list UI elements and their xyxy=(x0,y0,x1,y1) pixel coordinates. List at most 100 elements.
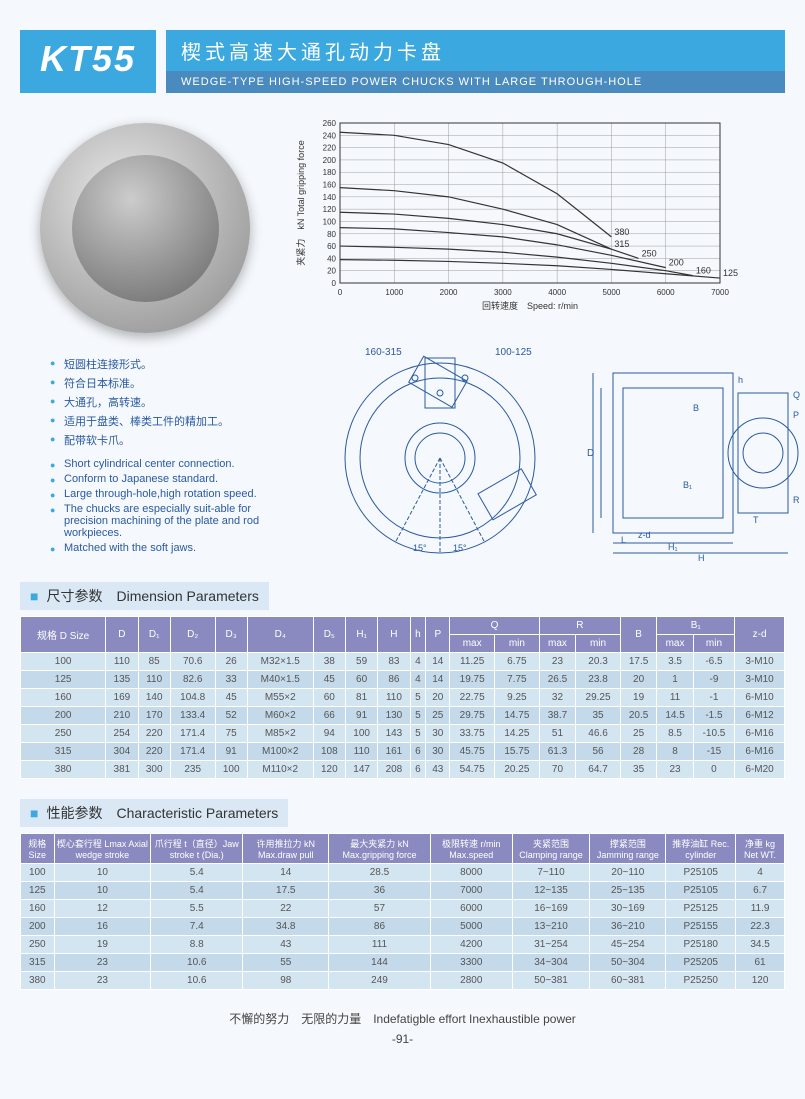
table-row: 160125.52257600016~16930~169P2512511.9 xyxy=(21,900,785,918)
svg-text:0: 0 xyxy=(338,288,343,297)
svg-text:H₁: H₁ xyxy=(668,542,678,552)
table-header: min xyxy=(693,635,734,653)
characteristic-table: 规格 Size楔心套行程 Lmax Axial wedge stroke爪行程 … xyxy=(20,833,785,990)
svg-text:z-d: z-d xyxy=(638,530,651,540)
svg-text:200: 200 xyxy=(669,258,684,268)
svg-text:0: 0 xyxy=(332,279,337,288)
table-row: 380381300235100M110×212014720864354.7520… xyxy=(21,761,785,779)
table-header: 推荐油缸 Rec. cylinder xyxy=(666,834,736,864)
table-header: min xyxy=(495,635,540,653)
table-header: max xyxy=(450,635,495,653)
svg-text:7000: 7000 xyxy=(711,288,729,297)
table-row: 250254220171.475M85×29410014353033.7514.… xyxy=(21,725,785,743)
table-header: 撑紧范围 Jamming range xyxy=(590,834,666,864)
feature-item: The chucks are especially suit-able for … xyxy=(50,503,290,539)
svg-text:H: H xyxy=(698,553,705,563)
table-header: B₁ xyxy=(657,617,735,635)
svg-text:2000: 2000 xyxy=(440,288,458,297)
dimension-table: 规格 D SizeDD₁D₂D₃D₄D₅H₁HhPQRBB₁z-dmaxminm… xyxy=(20,616,785,779)
diagram-label-left: 160-315 xyxy=(365,347,402,358)
table-header: B xyxy=(620,617,656,653)
svg-text:80: 80 xyxy=(327,230,336,239)
title-box: 楔式高速大通孔动力卡盘 WEDGE-TYPE HIGH-SPEED POWER … xyxy=(166,30,785,93)
feature-item: 配带软卡爪。 xyxy=(50,432,290,448)
svg-text:250: 250 xyxy=(642,248,657,258)
table-header: 规格 Size xyxy=(21,834,55,864)
svg-text:P: P xyxy=(793,410,799,420)
svg-text:B: B xyxy=(693,403,699,413)
feature-item: 短圆柱连接形式。 xyxy=(50,356,290,372)
svg-text:15°: 15° xyxy=(453,543,467,553)
table-header: D₁ xyxy=(138,617,170,653)
product-image xyxy=(40,123,250,333)
svg-text:315: 315 xyxy=(614,239,629,249)
svg-text:4000: 4000 xyxy=(548,288,566,297)
svg-text:夹紧力 kN Total gripping force: 夹紧力 kN Total gripping force xyxy=(295,140,306,265)
svg-text:60: 60 xyxy=(327,242,336,251)
svg-text:D: D xyxy=(587,448,594,459)
table-header: H xyxy=(378,617,410,653)
table-header: h xyxy=(410,617,426,653)
table-row: 3802310.698249280050~38160~381P25250120 xyxy=(21,972,785,990)
svg-text:380: 380 xyxy=(614,227,629,237)
table-row: 315304220171.491M100×210811016163045.751… xyxy=(21,743,785,761)
svg-text:1000: 1000 xyxy=(385,288,403,297)
feature-item: Conform to Japanese standard. xyxy=(50,473,290,485)
table-header: max xyxy=(657,635,693,653)
table-row: 160169140104.845M55×2608111052022.759.25… xyxy=(21,689,785,707)
chart-area: 0204060801001201401601802002202402600100… xyxy=(290,113,785,333)
table-row: 250198.843111420031~25445~254P2518034.5 xyxy=(21,936,785,954)
model-badge: KT55 xyxy=(20,30,156,93)
svg-text:140: 140 xyxy=(323,193,337,202)
svg-text:R: R xyxy=(793,495,800,505)
header: KT55 楔式高速大通孔动力卡盘 WEDGE-TYPE HIGH-SPEED P… xyxy=(20,30,785,93)
table-header: 爪行程 t（直径）Jaw stroke t (Dia.) xyxy=(151,834,243,864)
section-title-dimensions: ■尺寸参数 Dimension Parameters xyxy=(20,582,269,610)
table-header: 净重 kg Net WT. xyxy=(736,834,785,864)
table-header: 最大夹紧力 kN Max.gripping force xyxy=(329,834,431,864)
table-row: 100105.41428.580007~11020~110P251054 xyxy=(21,864,785,882)
table-row: 125105.417.536700012~13525~135P251056.7 xyxy=(21,882,785,900)
svg-text:L: L xyxy=(621,535,626,545)
features-en: Short cylindrical center connection.Conf… xyxy=(50,458,290,554)
feature-item: 符合日本标准。 xyxy=(50,375,290,391)
title-english: WEDGE-TYPE HIGH-SPEED POWER CHUCKS WITH … xyxy=(166,71,785,93)
svg-text:15°: 15° xyxy=(413,543,427,553)
table-header: 夹紧范围 Clamping range xyxy=(512,834,590,864)
svg-text:100: 100 xyxy=(323,217,337,226)
top-section: 0204060801001201401601802002202402600100… xyxy=(20,113,785,333)
page: KT55 楔式高速大通孔动力卡盘 WEDGE-TYPE HIGH-SPEED P… xyxy=(0,0,805,1099)
table-row: 200167.434.886500013~21036~210P2515522.3 xyxy=(21,918,785,936)
table-header: Q xyxy=(450,617,539,635)
page-number: -91- xyxy=(20,1032,785,1046)
svg-text:260: 260 xyxy=(323,119,337,128)
svg-text:6000: 6000 xyxy=(657,288,675,297)
section-title-characteristics: ■性能参数 Characteristic Parameters xyxy=(20,799,288,827)
diagram-label-right: 100-125 xyxy=(495,347,532,358)
table-header: P xyxy=(426,617,450,653)
svg-text:180: 180 xyxy=(323,168,337,177)
svg-text:120: 120 xyxy=(323,205,337,214)
table-row: 12513511082.633M40×1.545608641419.757.75… xyxy=(21,671,785,689)
table-header: 规格 D Size xyxy=(21,617,106,653)
features-cn: 短圆柱连接形式。符合日本标准。大通孔，高转速。适用于盘类、棒类工件的精加工。配带… xyxy=(50,356,290,448)
svg-text:40: 40 xyxy=(327,254,336,263)
table-header: D xyxy=(106,617,138,653)
table-header: z-d xyxy=(735,617,785,653)
table-header: 极限转速 r/min Max.speed xyxy=(430,834,512,864)
footer-text: 不懈的努力 无限的力量 Indefatigble effort Inexhaus… xyxy=(20,1010,785,1027)
table-row: 200210170133.452M60×2669113052529.7514.7… xyxy=(21,707,785,725)
svg-text:T: T xyxy=(753,515,759,525)
svg-text:20: 20 xyxy=(327,267,336,276)
table-header: D₃ xyxy=(215,617,247,653)
table-header: 楔心套行程 Lmax Axial wedge stroke xyxy=(54,834,151,864)
feature-item: Large through-hole,high rotation speed. xyxy=(50,488,290,500)
svg-text:B₁: B₁ xyxy=(683,480,692,490)
svg-text:5000: 5000 xyxy=(603,288,621,297)
gripping-force-chart: 0204060801001201401601802002202402600100… xyxy=(290,113,750,313)
svg-text:160: 160 xyxy=(323,181,337,190)
feature-item: Matched with the soft jaws. xyxy=(50,542,290,554)
diagram-section: D B B₁ z-d H H₁ L h P Q R T xyxy=(583,343,803,563)
table-header: R xyxy=(539,617,620,635)
table-header: D₂ xyxy=(170,617,215,653)
